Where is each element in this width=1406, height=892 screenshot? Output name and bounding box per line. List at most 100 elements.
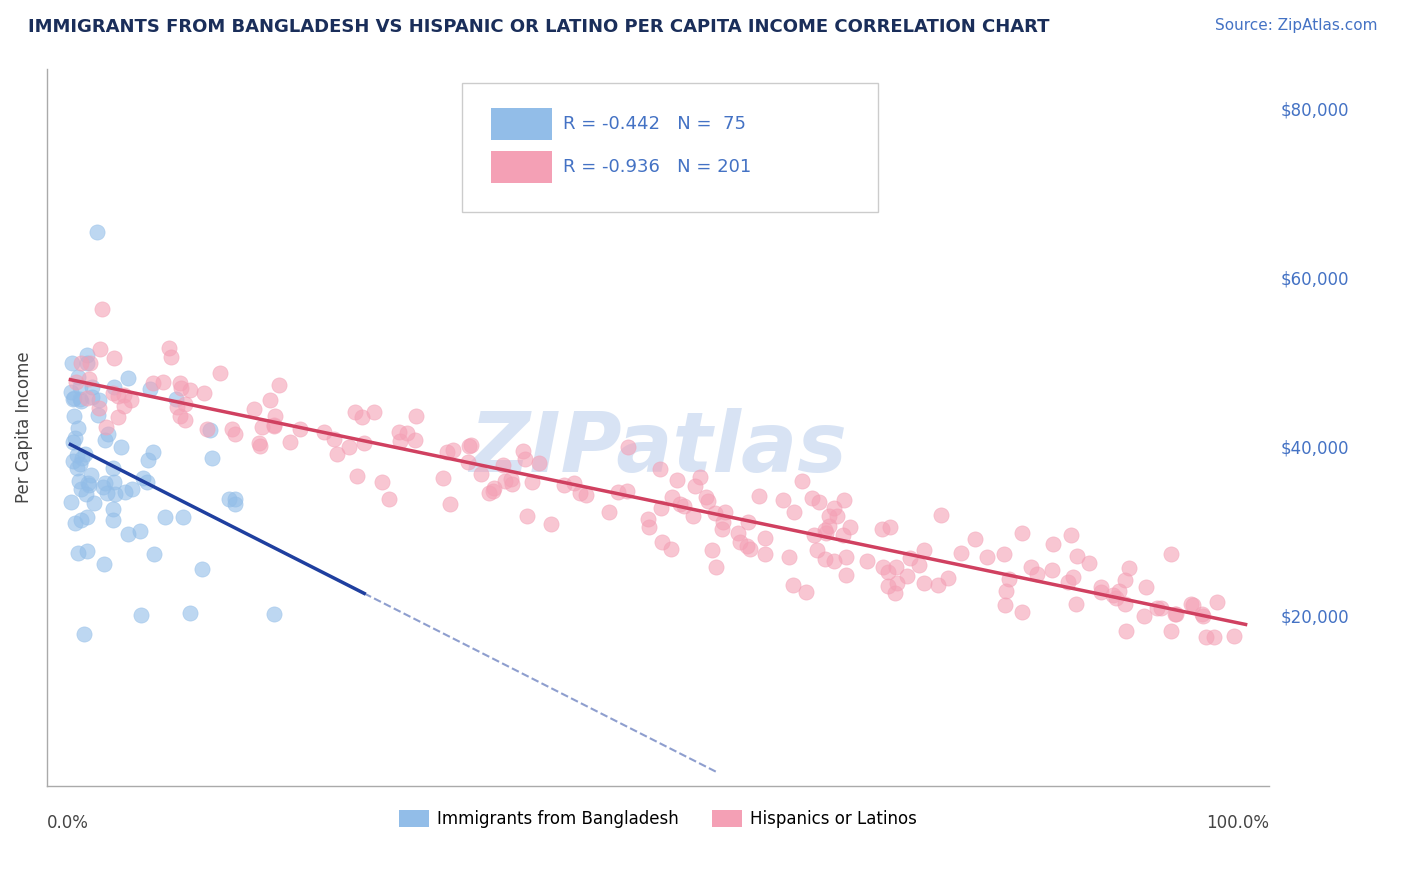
Point	[77, 478, 100, 492]
Point	[872, 522, 894, 536]
Point	[1066, 549, 1088, 563]
Point	[86, 408, 108, 422]
Point	[120, 392, 142, 407]
Point	[1160, 624, 1182, 638]
Point	[62, 435, 84, 450]
Point	[405, 409, 427, 423]
Point	[1146, 600, 1168, 615]
Point	[129, 607, 152, 622]
Point	[778, 550, 800, 565]
Point	[224, 492, 246, 507]
Point	[927, 578, 949, 592]
Point	[1011, 605, 1033, 619]
Point	[1195, 630, 1218, 644]
Point	[1223, 629, 1246, 643]
Point	[404, 433, 426, 447]
Point	[353, 435, 375, 450]
Legend: Immigrants from Bangladesh, Hispanics or Latinos: Immigrants from Bangladesh, Hispanics or…	[392, 804, 924, 835]
Point	[575, 488, 598, 502]
Point	[439, 497, 461, 511]
Point	[62, 454, 84, 468]
Point	[117, 371, 139, 385]
Point	[249, 439, 271, 453]
Point	[103, 351, 125, 365]
Point	[1090, 585, 1112, 599]
Point	[993, 547, 1015, 561]
Point	[499, 472, 522, 486]
Point	[75, 447, 97, 461]
Point	[377, 491, 399, 506]
Point	[704, 560, 727, 574]
Point	[101, 513, 124, 527]
Point	[516, 509, 538, 524]
Point	[247, 435, 270, 450]
Point	[165, 392, 187, 406]
Point	[259, 393, 281, 408]
Point	[66, 421, 89, 435]
Point	[886, 576, 908, 591]
Point	[1191, 607, 1213, 622]
Point	[834, 493, 856, 508]
Point	[884, 586, 907, 600]
Point	[67, 547, 90, 561]
Point	[69, 457, 91, 471]
Point	[250, 420, 273, 434]
Point	[801, 491, 824, 505]
Point	[67, 370, 90, 384]
Point	[682, 508, 704, 523]
Point	[117, 526, 139, 541]
Point	[91, 480, 114, 494]
Point	[494, 475, 516, 489]
Point	[1062, 570, 1084, 584]
FancyBboxPatch shape	[491, 108, 551, 140]
Point	[460, 438, 482, 452]
Point	[815, 526, 838, 541]
Point	[79, 356, 101, 370]
Text: ZIPatlas: ZIPatlas	[470, 409, 846, 489]
Point	[77, 475, 100, 490]
Point	[808, 495, 831, 509]
Point	[224, 498, 246, 512]
Point	[208, 366, 231, 380]
Point	[616, 484, 638, 499]
Point	[65, 432, 87, 446]
Point	[737, 516, 759, 530]
Point	[93, 557, 115, 571]
Point	[278, 435, 301, 450]
Point	[243, 402, 266, 417]
Point	[103, 501, 125, 516]
Point	[198, 423, 221, 437]
Point	[86, 225, 108, 239]
Point	[803, 528, 825, 542]
Point	[65, 461, 87, 475]
Point	[1078, 556, 1101, 570]
Text: $40,000: $40,000	[1281, 439, 1348, 458]
Point	[1135, 580, 1157, 594]
Point	[997, 572, 1019, 586]
Point	[666, 473, 689, 487]
Point	[104, 487, 127, 501]
Point	[62, 409, 84, 423]
Point	[170, 381, 193, 395]
Text: 0.0%: 0.0%	[46, 814, 89, 832]
Point	[710, 523, 733, 537]
Point	[814, 551, 837, 566]
Point	[1114, 573, 1136, 587]
Point	[103, 475, 125, 489]
Point	[839, 520, 862, 534]
Point	[689, 469, 711, 483]
Point	[131, 471, 153, 485]
Point	[501, 477, 523, 491]
Point	[110, 440, 132, 454]
Point	[66, 449, 89, 463]
Point	[87, 392, 110, 407]
Point	[606, 484, 628, 499]
Text: Source: ZipAtlas.com: Source: ZipAtlas.com	[1215, 18, 1378, 33]
Point	[1064, 597, 1087, 611]
Point	[135, 475, 157, 489]
Point	[224, 427, 246, 442]
Point	[673, 499, 696, 513]
Point	[823, 501, 845, 516]
Point	[432, 471, 454, 485]
Point	[912, 543, 935, 558]
